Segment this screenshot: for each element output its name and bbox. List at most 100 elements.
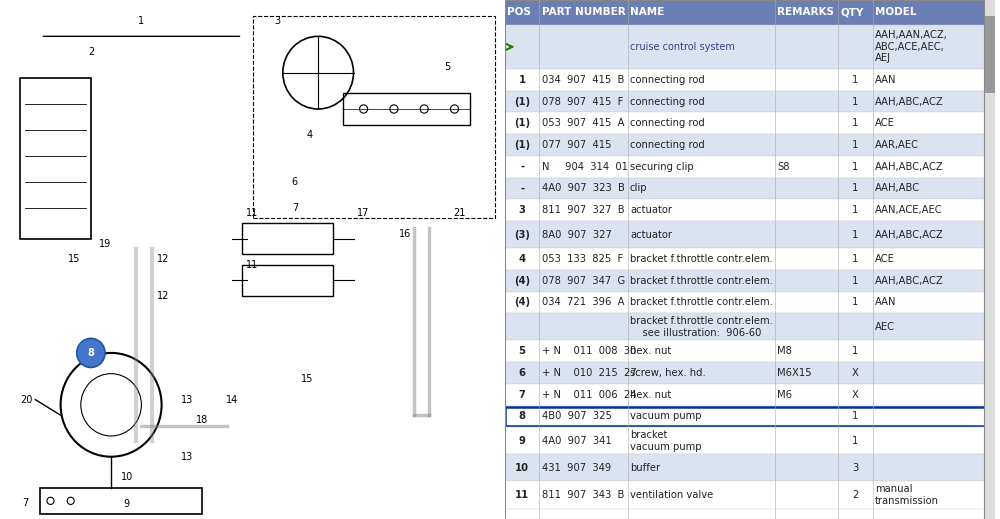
Text: 4A0  907  341: 4A0 907 341 (542, 436, 612, 446)
Bar (984, 0, 995, 519)
Text: QTY: QTY (841, 7, 864, 17)
Text: 1: 1 (852, 205, 859, 215)
Text: MODEL: MODEL (875, 7, 916, 17)
Text: AAH,AAN,ACZ,
ABC,ACE,AEC,
AEJ: AAH,AAN,ACZ, ABC,ACE,AEC, AEJ (875, 30, 948, 63)
Bar (505, 248, 995, 270)
Text: 1: 1 (852, 75, 859, 85)
Text: M8: M8 (777, 346, 792, 356)
Text: AAN: AAN (875, 297, 896, 307)
Text: hex. nut: hex. nut (630, 346, 671, 356)
Text: 3: 3 (275, 16, 281, 26)
Text: 4A0  907  323  B: 4A0 907 323 B (542, 183, 625, 194)
Text: 431  907  349: 431 907 349 (542, 463, 611, 473)
Text: connecting rod: connecting rod (630, 118, 705, 128)
Bar (505, 91, 995, 113)
Text: PART NUMBER: PART NUMBER (542, 7, 626, 17)
Text: 13: 13 (181, 452, 193, 462)
Text: (4): (4) (514, 297, 530, 307)
Text: AAH,ABC: AAH,ABC (875, 183, 920, 194)
Text: 053  907  415  A: 053 907 415 A (542, 118, 624, 128)
Text: 13: 13 (181, 395, 193, 405)
Text: AAH,ABC,ACZ: AAH,ABC,ACZ (875, 97, 944, 106)
Text: 15: 15 (68, 254, 81, 265)
Text: 4: 4 (307, 130, 313, 140)
Text: 1: 1 (852, 297, 859, 307)
Text: AAH,ABC,ACZ: AAH,ABC,ACZ (875, 229, 944, 240)
Bar (505, 454, 995, 482)
Text: + N    010  215  27: + N 010 215 27 (542, 368, 637, 378)
Bar (505, 384, 995, 405)
Text: 811  907  343  B: 811 907 343 B (542, 490, 624, 500)
Text: 7: 7 (292, 202, 298, 213)
Bar (505, 199, 995, 221)
Text: 7: 7 (519, 390, 526, 400)
Bar (505, 0, 995, 25)
Bar (505, 156, 995, 177)
Text: 1: 1 (852, 436, 859, 446)
Text: 12: 12 (157, 291, 169, 301)
Text: 9: 9 (519, 436, 526, 446)
Text: 3: 3 (519, 205, 526, 215)
Text: 034  721  396  A: 034 721 396 A (542, 297, 624, 307)
Bar (505, 340, 995, 362)
Bar (505, 134, 995, 156)
Text: AAN,ACE,AEC: AAN,ACE,AEC (875, 205, 943, 215)
Text: NAME: NAME (630, 7, 664, 17)
Text: 3: 3 (852, 463, 858, 473)
Text: 9: 9 (123, 499, 129, 509)
Text: 10: 10 (121, 472, 133, 483)
Text: actuator: actuator (630, 229, 672, 240)
Bar (505, 292, 995, 313)
Text: AAH,ABC,ACZ: AAH,ABC,ACZ (875, 162, 944, 172)
Text: bracket f.throttle contr.elem.: bracket f.throttle contr.elem. (630, 254, 773, 264)
Text: 10: 10 (515, 463, 529, 473)
Text: screw, hex. hd.: screw, hex. hd. (630, 368, 706, 378)
Text: 053  133  825  F: 053 133 825 F (542, 254, 623, 264)
Text: 6: 6 (519, 368, 526, 378)
Text: -: - (520, 162, 524, 172)
Bar (505, 221, 995, 248)
Text: cruise control system: cruise control system (630, 42, 735, 52)
Text: bracket
vacuum pump: bracket vacuum pump (630, 430, 701, 452)
Text: 18: 18 (196, 415, 208, 425)
Text: 1: 1 (519, 75, 526, 85)
Text: 11: 11 (246, 208, 259, 218)
Text: AAR,AEC: AAR,AEC (875, 140, 919, 150)
Text: 1: 1 (852, 254, 859, 264)
Text: 4B0  907  325: 4B0 907 325 (542, 412, 612, 421)
Text: 811  907  327  B: 811 907 327 B (542, 205, 624, 215)
Text: M6X15: M6X15 (777, 368, 812, 378)
Text: 1: 1 (852, 97, 859, 106)
Text: (1): (1) (514, 97, 530, 106)
Text: 2: 2 (88, 47, 95, 57)
Text: bracket f.throttle contr.elem.
    see illustration:  906-60: bracket f.throttle contr.elem. see illus… (630, 316, 773, 338)
Text: 5: 5 (444, 62, 451, 73)
Bar (505, 313, 995, 340)
Text: bracket f.throttle contr.elem.: bracket f.throttle contr.elem. (630, 276, 773, 285)
Text: AAH,ABC,ACZ: AAH,ABC,ACZ (875, 276, 944, 285)
Bar (505, 113, 995, 134)
Bar (505, 405, 995, 427)
Text: -: - (520, 183, 524, 194)
Text: 15: 15 (301, 374, 313, 384)
Text: ACE: ACE (875, 254, 895, 264)
Bar (985, 16, 995, 93)
Bar (505, 69, 995, 91)
Text: 1: 1 (852, 118, 859, 128)
Text: X: X (852, 390, 859, 400)
Text: 1: 1 (852, 162, 859, 172)
Text: 1: 1 (852, 183, 859, 194)
Circle shape (77, 338, 105, 367)
Text: 8: 8 (519, 412, 526, 421)
Text: bracket f.throttle contr.elem.: bracket f.throttle contr.elem. (630, 297, 773, 307)
Text: 14: 14 (226, 395, 238, 405)
Bar (505, 427, 995, 454)
Text: + N    011  008  30: + N 011 008 30 (542, 346, 636, 356)
Text: 7: 7 (22, 498, 28, 509)
Text: (4): (4) (514, 276, 530, 285)
Text: 5: 5 (519, 346, 526, 356)
Text: POS: POS (507, 7, 531, 17)
Bar (505, 270, 995, 292)
Text: AEC: AEC (875, 322, 895, 332)
Text: 12: 12 (157, 254, 169, 265)
